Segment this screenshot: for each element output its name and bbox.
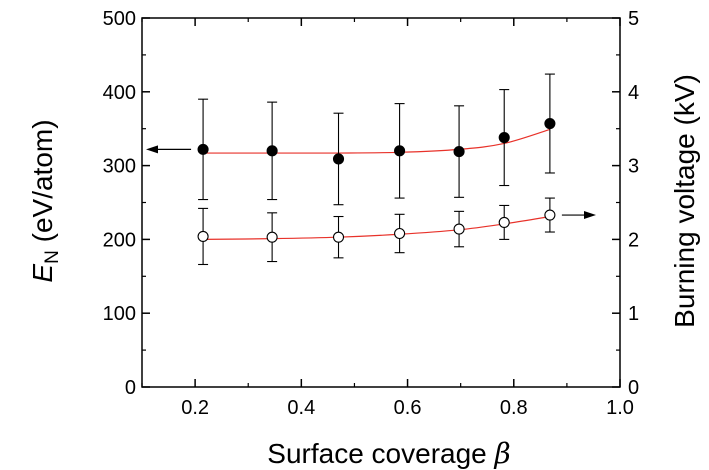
y-left-tick-label: 200 bbox=[103, 229, 136, 251]
y-left-tick-label: 100 bbox=[103, 303, 136, 325]
data-point-open bbox=[453, 223, 465, 235]
data-point-filled bbox=[498, 132, 510, 144]
data-point-filled bbox=[544, 117, 556, 130]
series-arrows bbox=[146, 145, 596, 220]
y-axis-left-title: EN (eV/atom) bbox=[27, 119, 63, 282]
y-right-tick-label: 5 bbox=[628, 8, 639, 30]
fit-curve-series-2 bbox=[203, 215, 550, 240]
y-left-tick-label: 0 bbox=[125, 377, 136, 399]
y-right-tick-label: 2 bbox=[628, 229, 639, 251]
fit-curves bbox=[203, 128, 551, 240]
data-point-filled bbox=[332, 153, 345, 165]
data-point-filled bbox=[266, 145, 278, 157]
y-left-tick-label: 300 bbox=[103, 156, 136, 178]
x-tick-label: 1.0 bbox=[606, 397, 634, 419]
data-point-open bbox=[394, 227, 406, 240]
fit-curve-series-1 bbox=[203, 128, 551, 154]
y-right-tick-label: 1 bbox=[628, 303, 639, 325]
data-point-open bbox=[498, 216, 510, 228]
data-point-filled bbox=[394, 145, 406, 157]
x-tick-label: 0.4 bbox=[287, 397, 315, 419]
y-right-tick-label: 4 bbox=[628, 82, 639, 104]
y-left-tick-label: 400 bbox=[103, 82, 136, 104]
y-right-tick-label: 0 bbox=[628, 377, 639, 399]
y-left-tick-label: 500 bbox=[103, 8, 136, 30]
data-point-open bbox=[197, 230, 209, 242]
data-points bbox=[197, 117, 556, 243]
data-point-filled bbox=[453, 146, 465, 158]
y-right-tick-label: 3 bbox=[628, 156, 639, 178]
x-axis-title: Surface coverage β bbox=[267, 437, 510, 470]
y-axis-right-title: Burning voltage (kV) bbox=[669, 74, 700, 328]
data-point-filled bbox=[197, 143, 209, 155]
plot-frame bbox=[141, 17, 621, 388]
data-point-open bbox=[544, 209, 556, 221]
x-tick-label: 0.6 bbox=[394, 397, 422, 419]
arrow-left-head bbox=[146, 145, 158, 154]
data-point-open bbox=[332, 231, 345, 243]
arrow-right-head bbox=[584, 211, 596, 220]
data-point-open bbox=[266, 231, 278, 243]
x-tick-label: 0.8 bbox=[500, 397, 528, 419]
x-tick-label: 0.2 bbox=[181, 397, 209, 419]
